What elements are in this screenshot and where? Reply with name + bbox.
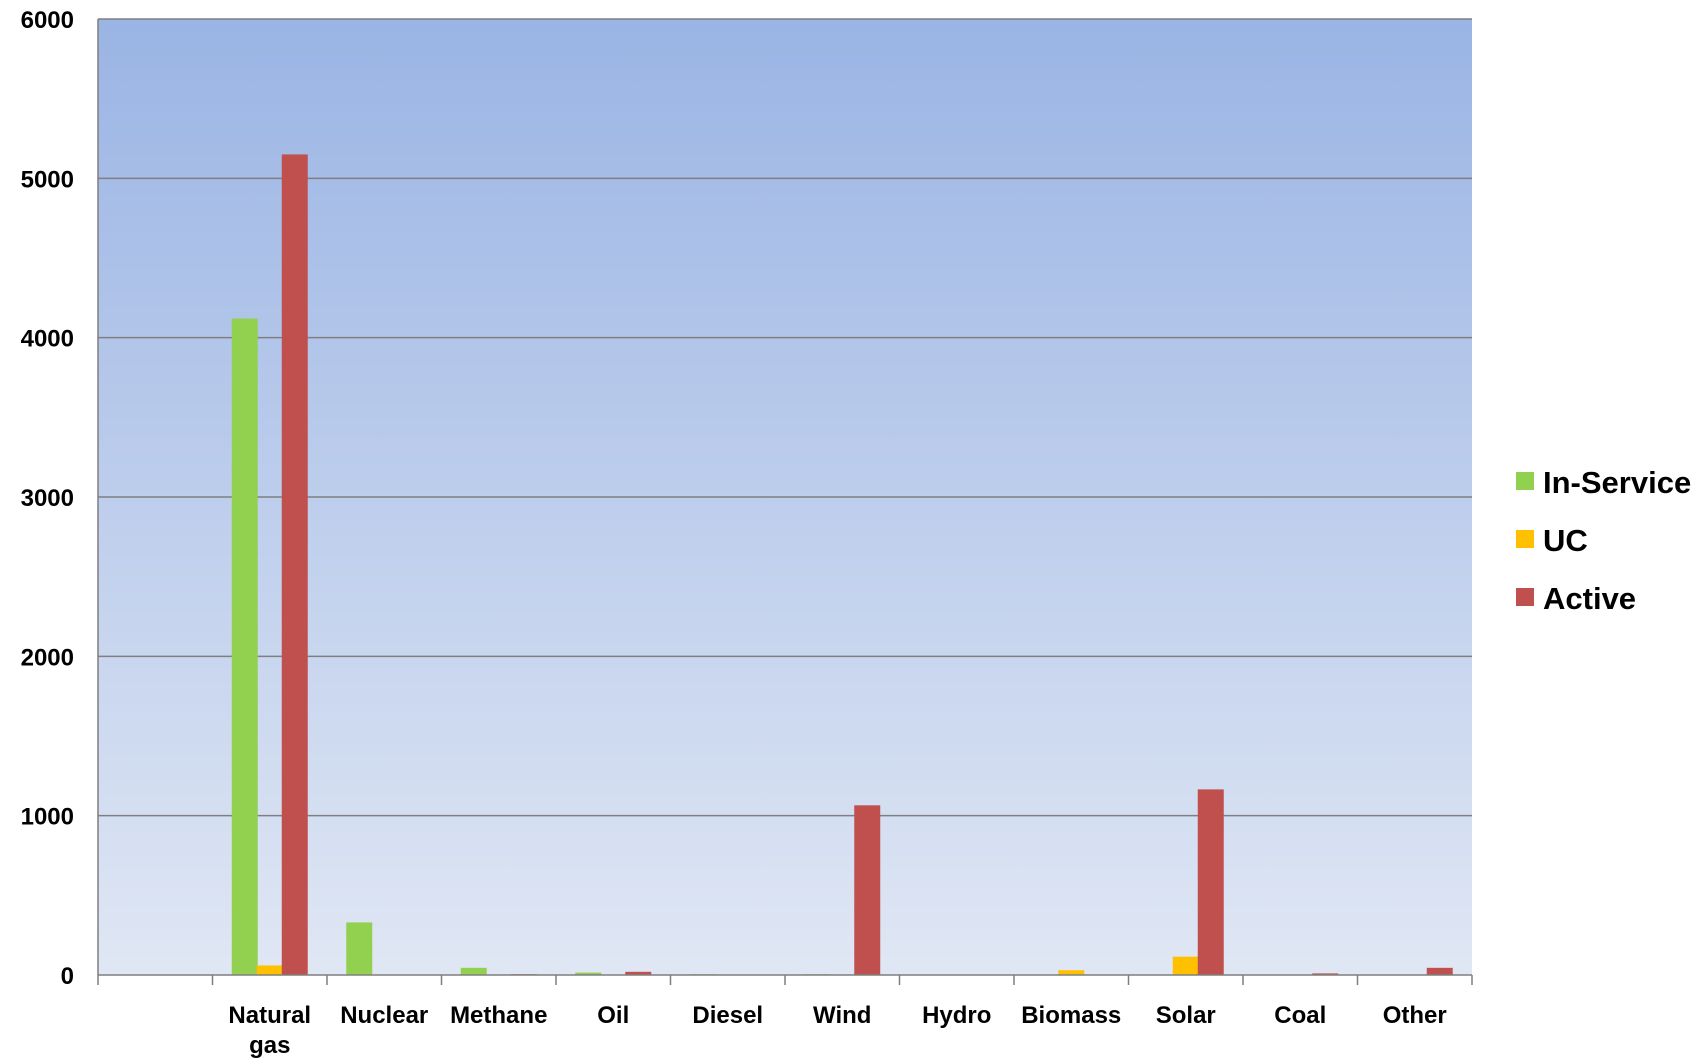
- legend-label: In-Service: [1543, 465, 1691, 500]
- bar-uc: [1058, 970, 1085, 975]
- y-tick-label: 4000: [21, 326, 74, 353]
- bar-uc: [256, 965, 283, 975]
- bars: [231, 154, 1453, 976]
- legend-label: Active: [1543, 581, 1636, 616]
- bar-in-service: [346, 922, 373, 975]
- x-tick-label: Coal: [1274, 1002, 1326, 1029]
- gridlines: [98, 18, 1472, 817]
- bar-active: [625, 971, 652, 975]
- y-tick-label: 3000: [21, 485, 74, 512]
- x-tick-label: Oil: [597, 1002, 629, 1029]
- bar-active: [1197, 789, 1224, 975]
- y-tick-label: 5000: [21, 166, 74, 193]
- legend-swatch: [1516, 530, 1534, 548]
- x-tick-label: Nuclear: [340, 1002, 428, 1029]
- x-tick-label: Natural gas: [228, 1002, 311, 1058]
- axes: [97, 19, 1473, 985]
- bar-uc: [1172, 956, 1199, 975]
- bar-in-service: [575, 972, 602, 975]
- y-tick-label: 1000: [21, 804, 74, 831]
- x-tick-label: Wind: [813, 1002, 871, 1029]
- bar-active: [1426, 967, 1453, 975]
- y-tick-labels: 0 1000 2000 3000 4000 5000 6000: [21, 7, 74, 990]
- y-tick-label: 6000: [21, 7, 74, 34]
- bar-active: [854, 805, 881, 975]
- legend-swatch: [1516, 472, 1534, 490]
- x-tick-label: Other: [1383, 1002, 1447, 1029]
- x-tick-label: Biomass: [1021, 1002, 1121, 1029]
- bar-active: [281, 154, 308, 975]
- bar-active: [1312, 973, 1339, 975]
- y-tick-label: 0: [61, 963, 74, 990]
- legend-label: UC: [1543, 523, 1588, 558]
- legend-swatch: [1516, 588, 1534, 606]
- y-tick-label: 2000: [21, 644, 74, 671]
- legend: In-Service UC Active: [1516, 465, 1691, 616]
- x-tick-label: Diesel: [692, 1002, 763, 1029]
- bar-in-service: [460, 967, 487, 975]
- x-tick-labels: Natural gas Nuclear Methane Oil Diesel Wind Hyd…: [228, 1002, 1446, 1058]
- x-tick-label: Hydro: [922, 1002, 991, 1029]
- x-tick-label: Solar: [1156, 1002, 1216, 1029]
- bar-in-service: [231, 318, 258, 976]
- x-tick-label: Methane: [450, 1002, 547, 1029]
